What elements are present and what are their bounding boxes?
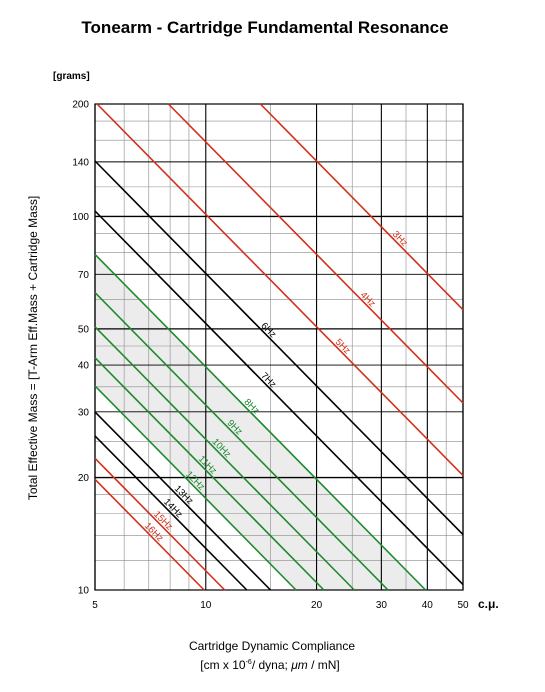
y-tick-label: 50 bbox=[78, 324, 90, 335]
resonance-line-10Hz bbox=[94, 326, 355, 591]
recommended-band bbox=[95, 254, 463, 590]
x-unit-label: c.μ. bbox=[478, 597, 499, 611]
x-tick-label: 10 bbox=[200, 600, 212, 611]
resonance-line-16Hz bbox=[94, 478, 205, 591]
y-tick-label: 40 bbox=[78, 361, 90, 372]
resonance-line-3Hz bbox=[259, 103, 464, 311]
y-unit-label: [grams] bbox=[53, 71, 90, 82]
plot-frame bbox=[94, 103, 464, 591]
resonance-line-4Hz bbox=[167, 103, 464, 404]
y-tick-label: 30 bbox=[78, 407, 90, 418]
y-tick-label: 100 bbox=[72, 212, 89, 223]
resonance-label-6Hz: 6Hz bbox=[258, 320, 278, 340]
resonance-label-5Hz: 5Hz bbox=[333, 337, 353, 357]
y-axis-label: Total Effective Mass = [T-Arm Eff.Mass +… bbox=[26, 196, 40, 500]
chart-title: Tonearm - Cartridge Fundamental Resonanc… bbox=[81, 18, 448, 37]
y-tick-label: 140 bbox=[72, 157, 89, 168]
y-tick-label: 200 bbox=[72, 100, 89, 111]
resonance-line-12Hz bbox=[94, 385, 297, 591]
resonance-line-5Hz bbox=[96, 103, 464, 476]
resonance-line-6Hz bbox=[94, 160, 464, 536]
resonance-lines bbox=[94, 103, 464, 591]
x-tick-label: 20 bbox=[311, 600, 323, 611]
band-fill bbox=[95, 254, 463, 590]
resonance-line-7Hz bbox=[94, 210, 464, 586]
resonance-label-3Hz: 3Hz bbox=[390, 229, 410, 249]
x-axis-units: [cm x 10-6/ dyna; μm / mN] bbox=[200, 658, 340, 672]
x-tick-label: 40 bbox=[422, 600, 434, 611]
x-tick-label: 50 bbox=[457, 600, 469, 611]
resonance-line-8Hz bbox=[94, 253, 427, 591]
resonance-line-15Hz bbox=[94, 457, 226, 591]
resonance-line-14Hz bbox=[94, 435, 248, 591]
resonance-line-13Hz bbox=[94, 411, 272, 591]
x-tick-label: 30 bbox=[376, 600, 388, 611]
x-axis-label: Cartridge Dynamic Compliance bbox=[189, 639, 355, 653]
y-tick-label: 70 bbox=[78, 270, 90, 281]
x-tick-label: 5 bbox=[92, 600, 98, 611]
y-tick-label: 10 bbox=[78, 586, 90, 597]
resonance-label-7Hz: 7Hz bbox=[258, 370, 278, 390]
resonance-line-11Hz bbox=[94, 357, 325, 591]
resonance-label-4Hz: 4Hz bbox=[358, 290, 378, 310]
resonance-line-9Hz bbox=[94, 292, 389, 591]
y-tick-label: 20 bbox=[78, 473, 90, 484]
